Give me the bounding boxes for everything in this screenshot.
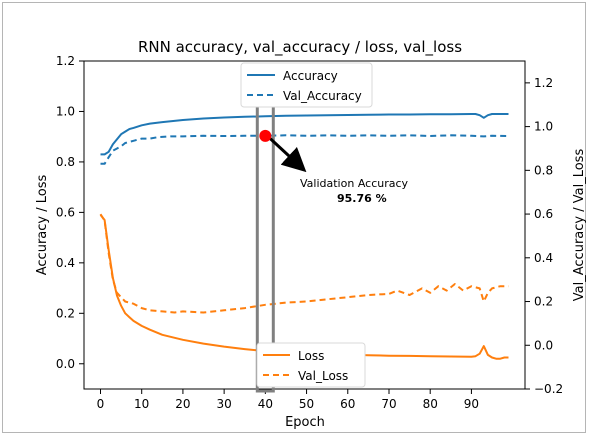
y-left-tick-label-2: 0.4 bbox=[56, 256, 75, 270]
series-line-val-loss bbox=[99, 213, 509, 314]
x-tick-label-6: 60 bbox=[340, 397, 355, 411]
y-axis-left: 0.0 0.2 0.4 0.6 0.8 1.0 1.2 bbox=[56, 54, 84, 371]
legend-val-loss-label: Val_Loss bbox=[298, 369, 348, 383]
y-right-tick-label-0: −0.2 bbox=[534, 382, 563, 396]
annotation-arrow bbox=[266, 134, 307, 173]
x-tick-label-8: 80 bbox=[423, 397, 438, 411]
y-left-tick-label-6: 1.2 bbox=[56, 54, 75, 68]
series-layer bbox=[99, 113, 509, 360]
legend-accuracy-label: Accuracy bbox=[283, 69, 338, 83]
y-left-tick-label-1: 0.2 bbox=[56, 306, 75, 320]
x-tick-label-9: 90 bbox=[464, 397, 479, 411]
annotation-value: 95.76 % bbox=[337, 192, 387, 205]
y-axis-label-right: Val_Accuracy / Val_Loss bbox=[572, 149, 587, 302]
annotation-marker bbox=[259, 129, 272, 142]
x-tick-label-4: 40 bbox=[258, 397, 273, 411]
y-axis-label-left: Accuracy / Loss bbox=[35, 175, 50, 276]
plot-area bbox=[83, 60, 526, 390]
x-tick-label-2: 20 bbox=[175, 397, 190, 411]
y-right-tick-label-7: 1.2 bbox=[534, 76, 553, 90]
x-tick-label-5: 50 bbox=[299, 397, 314, 411]
y-right-tick-label-5: 0.8 bbox=[534, 163, 553, 177]
y-right-tick-label-6: 1.0 bbox=[534, 120, 553, 134]
series-line-val-accuracy bbox=[100, 134, 509, 165]
y-left-tick-label-4: 0.8 bbox=[56, 155, 75, 169]
y-left-tick-label-5: 1.0 bbox=[56, 104, 75, 118]
legend-bottom: Loss Val_Loss bbox=[256, 342, 366, 388]
x-tick-label-1: 10 bbox=[134, 397, 149, 411]
x-tick-label-3: 30 bbox=[216, 397, 231, 411]
y-axis-right: −0.2 0.0 0.2 0.4 0.6 0.8 1.0 1.2 bbox=[525, 76, 563, 396]
y-left-tick-label-0: 0.0 bbox=[56, 357, 75, 371]
y-right-tick-label-3: 0.4 bbox=[534, 251, 553, 265]
chart-title: RNN accuracy, val_accuracy / loss, val_l… bbox=[138, 38, 462, 57]
legend-top: Accuracy Val_Accuracy bbox=[240, 62, 373, 108]
legend-loss-label: Loss bbox=[298, 349, 324, 363]
annotation-label: Validation Accuracy bbox=[300, 177, 409, 190]
series-line-accuracy bbox=[100, 113, 509, 156]
y-right-tick-label-2: 0.2 bbox=[534, 295, 553, 309]
y-right-tick-label-4: 0.6 bbox=[534, 207, 553, 221]
y-left-tick-label-3: 0.6 bbox=[56, 205, 75, 219]
x-axis: 0 10 20 30 40 50 60 70 80 90 bbox=[97, 389, 479, 411]
legend-val-accuracy-label: Val_Accuracy bbox=[283, 89, 362, 103]
x-tick-label-0: 0 bbox=[97, 397, 105, 411]
series-line-loss bbox=[99, 214, 509, 360]
x-tick-label-7: 70 bbox=[381, 397, 396, 411]
y-right-tick-label-1: 0.0 bbox=[534, 338, 553, 352]
x-axis-label: Epoch bbox=[285, 415, 325, 430]
